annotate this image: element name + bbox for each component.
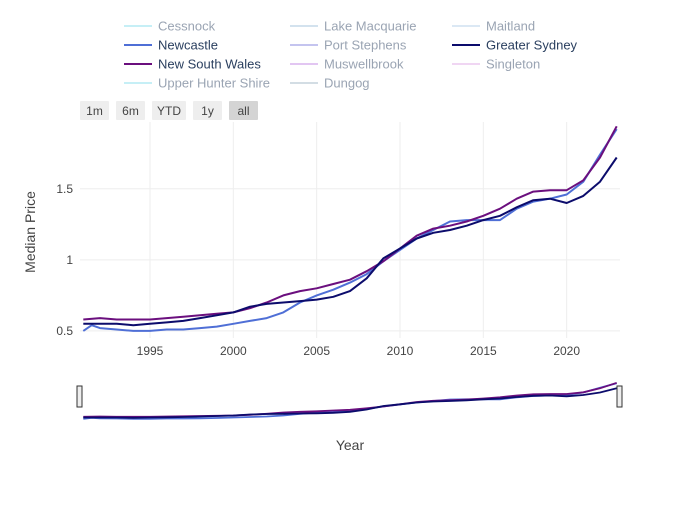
series-line-greater-sydney	[83, 156, 618, 327]
legend-item-singleton[interactable]: Singleton	[452, 57, 540, 72]
range-slider-handle-right[interactable]	[616, 385, 623, 408]
slider-line-greater-sydney	[83, 387, 617, 419]
legend-item-maitland[interactable]: Maitland	[452, 19, 535, 34]
range-button-bg	[152, 101, 186, 120]
legend-item-cessnock[interactable]: Cessnock	[124, 19, 216, 34]
range-button-ytd[interactable]: YTD	[152, 101, 186, 120]
series-line-new-south-wales	[83, 125, 618, 321]
range-selector: 1m 6m YTD 1y all	[80, 101, 258, 120]
range-button-label: YTD	[157, 104, 181, 118]
x-tick-label: 2005	[303, 344, 330, 358]
legend-item-new-south-wales[interactable]: New South Wales	[124, 57, 261, 72]
y-axis-title: Median Price	[22, 191, 38, 273]
axes: 1995 2000 2005 2010 2015 2020 0.5 1 1.5	[56, 182, 580, 358]
range-slider-bg	[80, 382, 620, 420]
x-tick-label: 2010	[387, 344, 414, 358]
legend-label: Singleton	[486, 57, 540, 72]
legend: Cessnock Lake Macquarie Maitland Newcastle P…	[124, 19, 578, 91]
x-tick-label: 1995	[137, 344, 164, 358]
legend-label: Lake Macquarie	[324, 19, 417, 34]
plot-area	[82, 125, 618, 332]
legend-item-upper-hunter-shire[interactable]: Upper Hunter Shire	[124, 76, 270, 91]
legend-label: Dungog	[324, 76, 370, 91]
range-button-bg	[80, 101, 109, 120]
legend-label: Upper Hunter Shire	[158, 76, 270, 91]
legend-label: Port Stephens	[324, 38, 407, 53]
legend-label: Muswellbrook	[324, 57, 404, 72]
series-line-newcastle	[82, 128, 618, 332]
range-slider[interactable]	[76, 381, 623, 420]
range-button-1y[interactable]: 1y	[193, 101, 222, 120]
range-button-label: 6m	[122, 104, 139, 118]
range-button-1m[interactable]: 1m	[80, 101, 109, 120]
x-tick-label: 2020	[553, 344, 580, 358]
range-button-bg	[116, 101, 145, 120]
x-tick-label: 2015	[470, 344, 497, 358]
legend-item-lake-macquarie[interactable]: Lake Macquarie	[290, 19, 417, 34]
y-tick-label: 1.5	[56, 182, 73, 196]
legend-item-greater-sydney[interactable]: Greater Sydney	[452, 38, 578, 53]
y-tick-label: 0.5	[56, 324, 73, 338]
y-tick-label: 1	[66, 253, 73, 267]
range-button-6m[interactable]: 6m	[116, 101, 145, 120]
x-tick-label: 2000	[220, 344, 247, 358]
legend-item-muswellbrook[interactable]: Muswellbrook	[290, 57, 404, 72]
range-button-label: 1m	[86, 104, 103, 118]
grid	[80, 122, 620, 338]
range-button-all[interactable]: all	[229, 101, 258, 120]
legend-label: Maitland	[486, 19, 535, 34]
range-slider-handle-left[interactable]	[76, 385, 83, 408]
legend-label: Greater Sydney	[486, 38, 578, 53]
range-button-bg	[229, 101, 258, 120]
legend-item-port-stephens[interactable]: Port Stephens	[290, 38, 407, 53]
x-axis-title: Year	[336, 437, 365, 453]
legend-label: Cessnock	[158, 19, 216, 34]
legend-item-dungog[interactable]: Dungog	[290, 76, 370, 91]
range-button-label: all	[237, 104, 249, 118]
legend-label: New South Wales	[158, 57, 261, 72]
range-button-label: 1y	[201, 104, 214, 118]
legend-label: Newcastle	[158, 38, 218, 53]
range-button-bg	[193, 101, 222, 120]
legend-item-newcastle[interactable]: Newcastle	[124, 38, 218, 53]
